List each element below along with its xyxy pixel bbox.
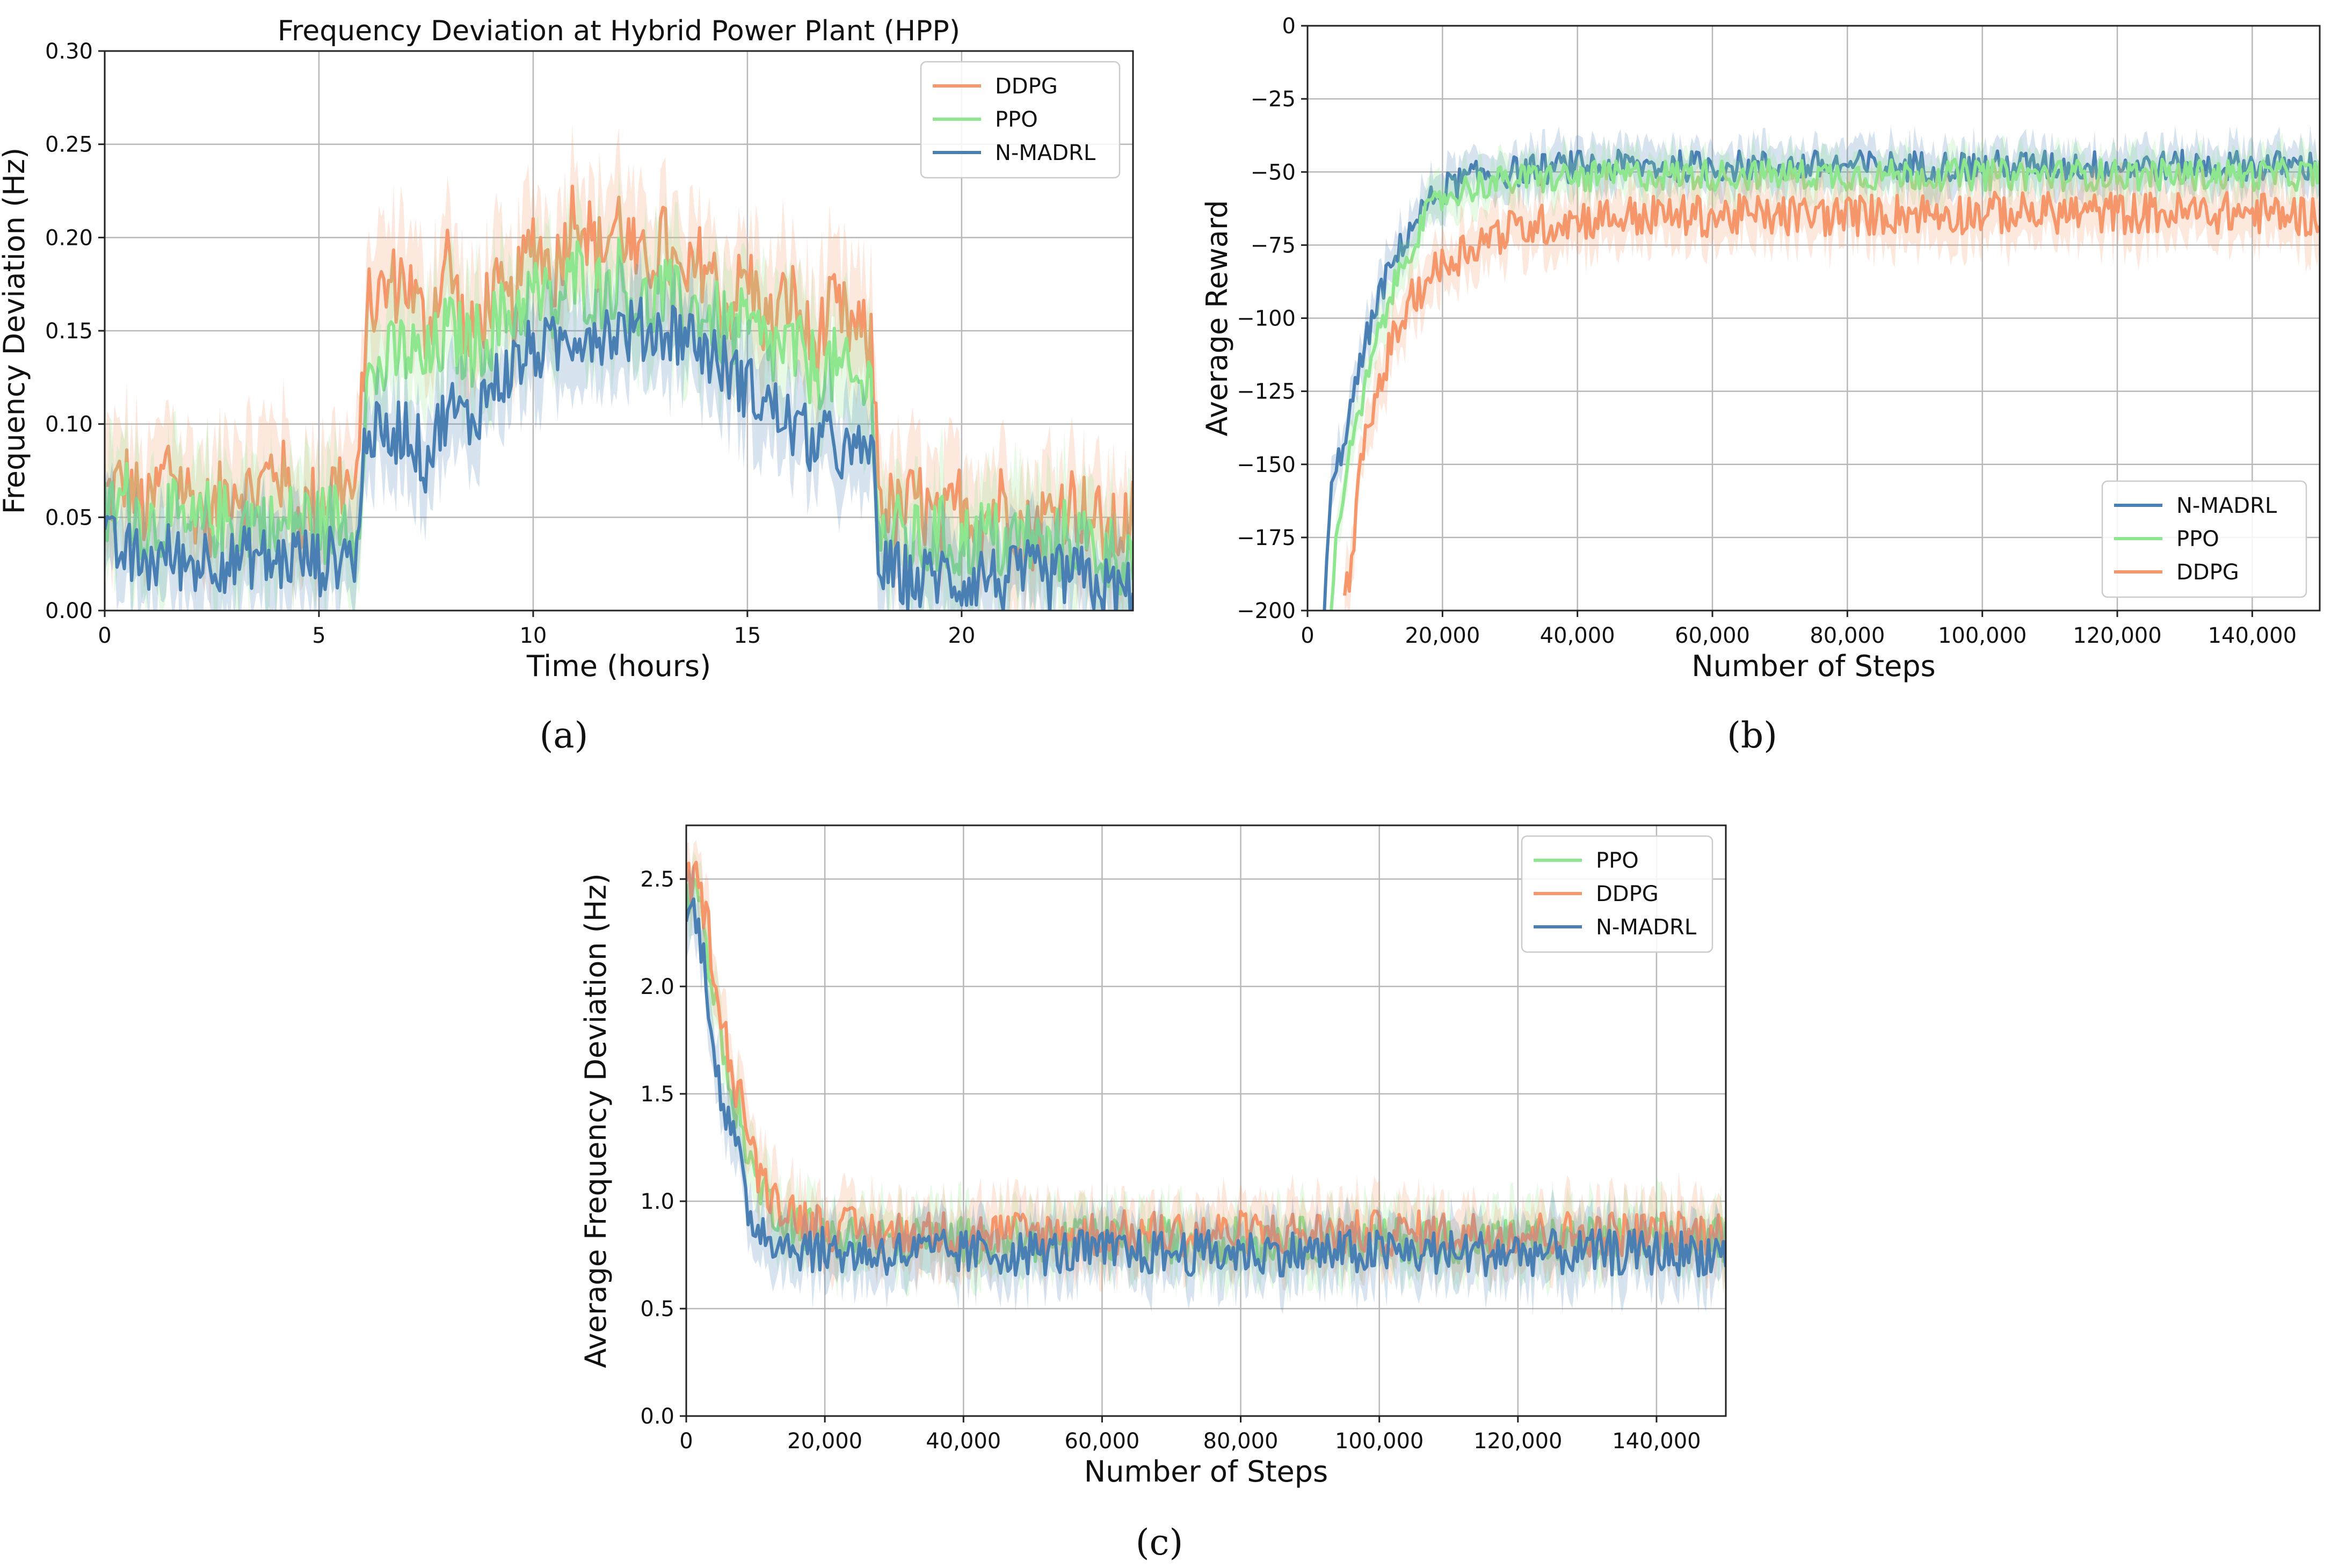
plot-area-b [1323, 125, 2320, 611]
x-tick-label: 120,000 [1473, 1429, 1562, 1454]
x-tick-label: 100,000 [1335, 1429, 1424, 1454]
legend-label-ddpg: DDPG [1596, 882, 1659, 906]
axes-frame [685, 824, 1727, 1417]
y-tick-label: 0.30 [45, 39, 93, 64]
y-tick-label: 0 [1282, 14, 1296, 39]
legend-box [1521, 835, 1713, 953]
y-tick-label: 1.0 [640, 1189, 674, 1214]
y-tick-label: −175 [1237, 526, 1296, 550]
y-tick-label: 2.0 [640, 975, 674, 999]
x-tick-label: 100,000 [1938, 623, 2027, 648]
legend-label-ppo: PPO [995, 107, 1038, 132]
series-line-n-madrl [686, 897, 1726, 1277]
series-band-ddpg [1345, 156, 2320, 611]
x-tick-label: 80,000 [1203, 1429, 1279, 1454]
x-tick-label: 40,000 [1540, 623, 1615, 648]
x-tick-label: 20,000 [787, 1429, 862, 1454]
y-tick-label: 0.05 [45, 505, 93, 530]
y-tick-label: 1.5 [640, 1082, 674, 1107]
chart-b: 0 20,000 40,000 60,000 80,000 100,000 120,000 1… [1200, 14, 2321, 756]
chart-c: 0 20,000 40,000 60,000 80,000 100,000 120,000 1… [579, 824, 1727, 1563]
y-tick-label: 0.25 [45, 133, 93, 157]
y-tick-label: 0.0 [640, 1404, 674, 1429]
chart-a: 0 5 10 15 20 0.00 0.05 0.10 0.15 0.20 0.25 0.30 Freq… [0, 15, 1134, 756]
series-line-n-madrl [105, 296, 1133, 611]
x-tick-label: 80,000 [1810, 623, 1885, 648]
y-tick-label: −50 [1251, 160, 1296, 185]
y-axis-label: Average Reward [1200, 200, 1234, 436]
plot-area-c [686, 840, 1726, 1316]
legend-label-ppo: PPO [1596, 848, 1639, 873]
y-axis-label: Frequency Deviation (Hz) [0, 148, 31, 514]
legend-label-n-madrl: N-MADRL [2176, 493, 2277, 518]
y-tick-label: −100 [1237, 307, 1296, 331]
x-tick-label: 15 [734, 623, 761, 648]
plot-area-a [105, 124, 1133, 611]
series-line-ddpg [1343, 191, 2320, 596]
legend-c: PPO DDPG N-MADRL [1521, 835, 1713, 953]
legend-label-ddpg: DDPG [995, 74, 1058, 99]
y-tick-label: −75 [1251, 233, 1296, 258]
x-tick-label: 140,000 [2208, 623, 2297, 648]
legend-b: N-MADRL PPO DDPG [2101, 480, 2307, 598]
y-tick-label: 0.20 [45, 226, 93, 250]
y-axis-label: Average Frequency Deviation (Hz) [579, 873, 613, 1368]
x-tick-label: 140,000 [1612, 1429, 1701, 1454]
y-tick-label: 2.5 [640, 867, 674, 892]
x-tick-label: 10 [519, 623, 547, 648]
series-band-ppo [686, 851, 1726, 1303]
y-tick-label: 0.15 [45, 319, 93, 344]
x-tick-label: 120,000 [2073, 623, 2161, 648]
legend-label-ppo: PPO [2176, 527, 2219, 551]
x-tick-label: 5 [312, 623, 325, 648]
y-tick-label: −150 [1237, 453, 1296, 477]
y-tick-label: 0.5 [640, 1297, 674, 1322]
chart-title: Frequency Deviation at Hybrid Power Plan… [278, 15, 960, 47]
series-line-ppo [1330, 157, 2320, 611]
y-tick-label: −25 [1251, 87, 1296, 112]
caption-c: (c) [1136, 1522, 1183, 1563]
legend-label-n-madrl: N-MADRL [1596, 915, 1697, 940]
y-tick-label: 0.00 [45, 599, 93, 623]
x-tick-label: 20 [948, 623, 975, 648]
x-tick-label: 60,000 [1064, 1429, 1139, 1454]
caption-b: (b) [1727, 715, 1777, 756]
legend-a: DDPG PPO N-MADRL [920, 61, 1121, 179]
x-axis-label: Time (hours) [526, 649, 711, 683]
legend-label-n-madrl: N-MADRL [995, 141, 1096, 165]
legend-label-ddpg: DDPG [2176, 560, 2239, 585]
x-tick-label: 0 [1301, 623, 1314, 648]
x-tick-label: 0 [679, 1429, 693, 1454]
x-tick-label: 20,000 [1405, 623, 1480, 648]
x-tick-label: 60,000 [1675, 623, 1750, 648]
x-tick-label: 0 [98, 623, 111, 648]
y-tick-label: 0.10 [45, 412, 93, 437]
caption-a: (a) [540, 715, 589, 756]
legend-box [920, 61, 1121, 179]
legend-box [2101, 480, 2307, 598]
x-axis-label: Number of Steps [1084, 1455, 1328, 1489]
x-axis-label: Number of Steps [1691, 649, 1935, 683]
y-tick-label: −125 [1237, 380, 1296, 404]
x-tick-label: 40,000 [926, 1429, 1001, 1454]
y-tick-label: −200 [1237, 599, 1296, 623]
